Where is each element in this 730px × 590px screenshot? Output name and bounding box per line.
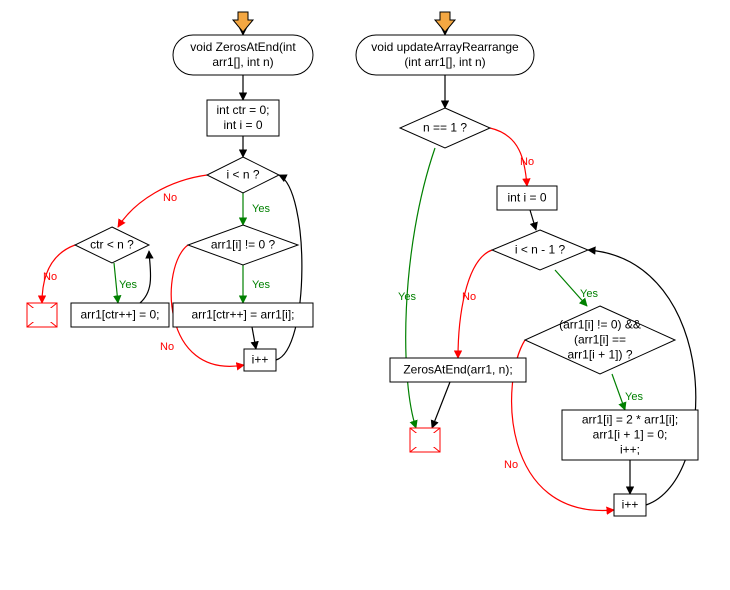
node-a_func: void ZerosAtEnd(intarr1[], int n) [173,35,313,75]
node-a_asn2: arr1[ctr++] = 0; [71,303,169,327]
svg-text:arr1[ctr++] = 0;: arr1[ctr++] = 0; [80,307,159,321]
node-b_n1: n == 1 ? [400,108,490,148]
svg-text:No: No [462,291,476,303]
svg-text:int i = 0: int i = 0 [507,190,546,204]
svg-text:Yes: Yes [119,279,137,291]
edge-a_ctrloop-a_asn2: Yes [114,263,137,303]
edge-b_cond-b_asn: Yes [612,374,643,410]
node-a_init: int ctr = 0;int i = 0 [207,100,279,136]
node-a_asn1: arr1[ctr++] = arr1[i]; [173,303,313,327]
svg-text:ctr < n ?: ctr < n ? [90,237,134,251]
edge-a_iloop-a_cond: Yes [243,193,270,225]
svg-text:arr1[ctr++] = arr1[i];: arr1[ctr++] = arr1[i]; [191,307,294,321]
svg-text:i++: i++ [622,497,639,511]
flowchart-canvas: Yes Yes No No Yes No No Yes Yes No No Yes void Zero… [0,0,730,590]
svg-text:Yes: Yes [252,279,270,291]
edge-a_cond-a_asn1: Yes [243,265,270,303]
svg-text:No: No [163,192,177,204]
node-a_iloop: i < n ? [207,157,279,193]
edge-a_asn2-a_ctrloop [140,251,151,303]
edge-b_init-b_iloop [530,210,536,230]
node-b_func: void updateArrayRearrange(int arr1[], in… [356,35,534,75]
edge-a_ctrloop-a_end: No [42,245,75,303]
svg-text:Yes: Yes [625,391,643,403]
node-b_arrow [435,12,455,32]
edge-b_n1-b_init: No [490,128,534,186]
node-a_inc: i++ [244,349,276,371]
node-b_inc: i++ [614,494,646,516]
node-b_asn: arr1[i] = 2 * arr1[i];arr1[i + 1] = 0;i+… [562,410,698,460]
node-b_call: ZerosAtEnd(arr1, n); [390,358,526,382]
edge-a_asn1-a_inc [252,327,256,349]
edge-b_call-b_end [432,382,450,428]
svg-text:Yes: Yes [252,203,270,215]
svg-text:No: No [160,341,174,353]
node-a_cond: arr1[i] != 0 ? [188,225,298,265]
edge-b_iloop-b_cond: Yes [555,270,598,306]
node-b_cond: (arr1[i] != 0) &&(arr1[i] ==arr1[i + 1])… [525,306,675,374]
svg-text:No: No [43,271,57,283]
node-a_arrow [233,12,253,32]
node-b_init: int i = 0 [497,186,557,210]
svg-text:i < n - 1 ?: i < n - 1 ? [515,242,566,256]
svg-text:arr1[i] != 0 ?: arr1[i] != 0 ? [211,237,276,251]
svg-text:No: No [520,156,534,168]
svg-text:i < n ?: i < n ? [226,167,259,181]
edge-a_inc-a_iloop [276,175,302,360]
node-a_end: End [27,303,57,327]
edge-a_iloop-a_ctrloop: No [118,175,207,227]
svg-text:n == 1 ?: n == 1 ? [423,120,467,134]
svg-text:Yes: Yes [398,291,416,303]
edge-b_n1-b_end: Yes [398,148,435,428]
svg-text:int ctr = 0;int i = 0: int ctr = 0;int i = 0 [216,103,269,132]
svg-text:Yes: Yes [580,288,598,300]
edge-b_inc-b_iloop [588,250,696,505]
node-a_ctrloop: ctr < n ? [75,227,149,263]
node-b_iloop: i < n - 1 ? [492,230,588,270]
svg-text:ZerosAtEnd(arr1, n);: ZerosAtEnd(arr1, n); [403,362,512,376]
edge-b_iloop-b_call: No [458,250,492,358]
node-b_end: End [410,428,440,452]
svg-text:i++: i++ [252,352,269,366]
svg-text:No: No [504,459,518,471]
